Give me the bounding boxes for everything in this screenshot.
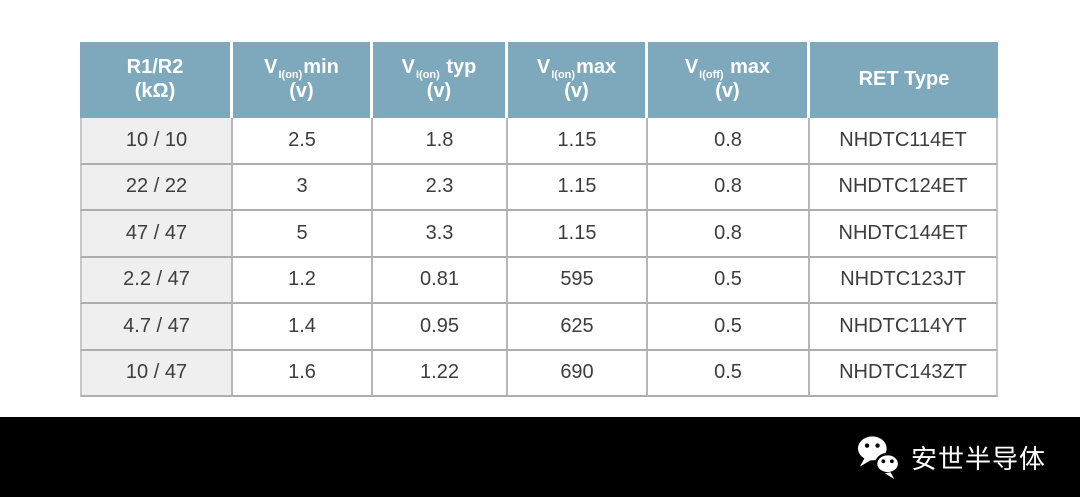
subscript: I(on) <box>551 69 576 82</box>
header-unit: (v) <box>564 80 589 102</box>
table-row: 10 / 10 2.5 1.8 1.15 0.8 NHDTC114ET <box>80 118 998 165</box>
cell-vioff-max: 0.8 <box>648 164 810 211</box>
table-row: 10 / 47 1.6 1.22 690 0.5 NHDTC143ZT <box>80 350 998 397</box>
cell-r1r2: 10 / 10 <box>80 118 233 165</box>
cell-ret-type: NHDTC123JT <box>810 257 998 304</box>
header-unit: (v) <box>289 80 314 102</box>
cell-vion-min: 2.5 <box>233 118 373 165</box>
table-row: 4.7 / 47 1.4 0.95 625 0.5 NHDTC114YT <box>80 304 998 351</box>
cell-vion-min: 1.6 <box>233 350 373 397</box>
cell-ret-type: NHDTC114YT <box>810 304 998 351</box>
column-header-vion-min: VI(on)min (v) <box>233 42 373 118</box>
subscript: I(on) <box>415 69 440 82</box>
cell-r1r2: 47 / 47 <box>80 211 233 258</box>
cell-vion-min: 5 <box>233 211 373 258</box>
header-unit: (kΩ) <box>134 80 176 102</box>
cell-vion-typ: 2.3 <box>373 164 508 211</box>
cell-r1r2: 10 / 47 <box>80 350 233 397</box>
brand-name: 安世半导体 <box>910 443 1046 474</box>
column-header-ret-type: RET Type <box>810 42 998 118</box>
header-label: VI(off) max <box>684 56 771 82</box>
column-header-vion-typ: VI(on) typ (v) <box>373 42 508 118</box>
cell-vion-typ: 0.81 <box>373 257 508 304</box>
header-label: VI(on)min <box>264 56 339 82</box>
table-row: 47 / 47 5 3.3 1.15 0.8 NHDTC144ET <box>80 211 998 258</box>
cell-vion-max: 1.15 <box>508 118 648 165</box>
footer-bar: 安世半导体 <box>0 417 1080 497</box>
cell-vion-max: 1.15 <box>508 211 648 258</box>
cell-vioff-max: 0.5 <box>648 257 810 304</box>
column-header-r1r2: R1/R2 (kΩ) <box>80 42 233 118</box>
cell-vion-min: 3 <box>233 164 373 211</box>
cell-r1r2: 2.2 / 47 <box>80 257 233 304</box>
spec-table: R1/R2 (kΩ) VI(on)min (v) VI(on) typ (v) … <box>80 42 998 397</box>
header-label: VI(on) typ <box>401 56 477 82</box>
subscript: I(off) <box>699 69 724 82</box>
cell-ret-type: NHDTC144ET <box>810 211 998 258</box>
subscript: I(on) <box>278 69 303 82</box>
cell-vion-max: 595 <box>508 257 648 304</box>
cell-vion-typ: 0.95 <box>373 304 508 351</box>
header-label: RET Type <box>858 68 950 91</box>
cell-vioff-max: 0.8 <box>648 118 810 165</box>
table-row: 2.2 / 47 1.2 0.81 595 0.5 NHDTC123JT <box>80 257 998 304</box>
header-label: VI(on)max <box>536 56 617 82</box>
cell-ret-type: NHDTC114ET <box>810 118 998 165</box>
cell-ret-type: NHDTC143ZT <box>810 350 998 397</box>
wechat-icon <box>857 436 901 479</box>
header-unit: (v) <box>715 80 740 102</box>
cell-vion-max: 690 <box>508 350 648 397</box>
table-body: 10 / 10 2.5 1.8 1.15 0.8 NHDTC114ET 22 /… <box>80 118 998 397</box>
column-header-vion-max: VI(on)max (v) <box>508 42 648 118</box>
cell-vioff-max: 0.8 <box>648 211 810 258</box>
cell-vion-typ: 3.3 <box>373 211 508 258</box>
cell-vion-min: 1.2 <box>233 257 373 304</box>
cell-vioff-max: 0.5 <box>648 350 810 397</box>
cell-vion-max: 1.15 <box>508 164 648 211</box>
cell-vioff-max: 0.5 <box>648 304 810 351</box>
cell-ret-type: NHDTC124ET <box>810 164 998 211</box>
cell-vion-typ: 1.22 <box>373 350 508 397</box>
cell-vion-typ: 1.8 <box>373 118 508 165</box>
cell-vion-max: 625 <box>508 304 648 351</box>
table-header-row: R1/R2 (kΩ) VI(on)min (v) VI(on) typ (v) … <box>80 42 998 118</box>
cell-r1r2: 4.7 / 47 <box>80 304 233 351</box>
column-header-vioff-max: VI(off) max (v) <box>648 42 810 118</box>
header-unit: (v) <box>426 80 452 102</box>
table-row: 22 / 22 3 2.3 1.15 0.8 NHDTC124ET <box>80 164 998 211</box>
cell-vion-min: 1.4 <box>233 304 373 351</box>
cell-r1r2: 22 / 22 <box>80 164 233 211</box>
header-label: R1/R2 <box>126 56 184 79</box>
